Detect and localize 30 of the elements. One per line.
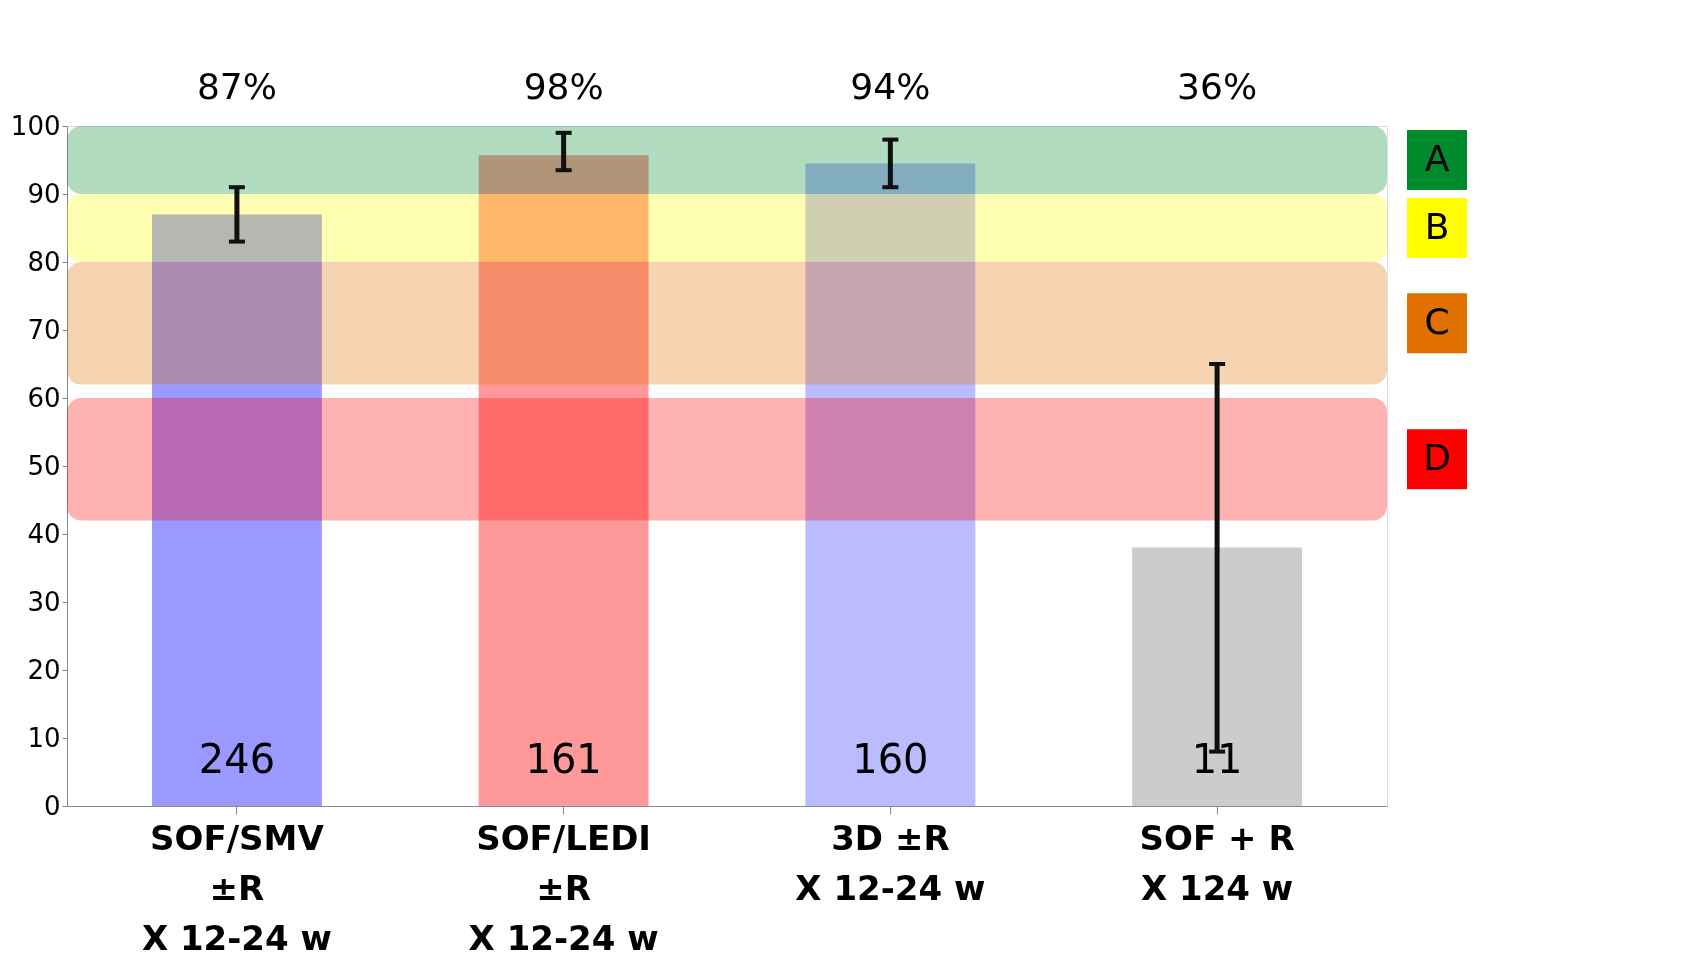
y-tick-label: 100 xyxy=(10,110,61,141)
x-tick-label: SOF + R X 124 w xyxy=(1139,817,1295,908)
x-tick-label: SOF/LEDI ±R X 12-24 w xyxy=(468,817,659,958)
text: 94% xyxy=(850,66,931,107)
bar xyxy=(151,214,322,806)
annotation: 246 xyxy=(198,736,276,782)
bar xyxy=(805,163,976,806)
y-tick-label: 90 xyxy=(27,178,61,209)
x-tick-label: 3D ±R X 12-24 w xyxy=(795,817,986,908)
y-tick-label: 20 xyxy=(27,654,61,685)
annotation: 161 xyxy=(525,736,602,782)
y-tick-label: 50 xyxy=(27,450,61,481)
annotation: 11 xyxy=(1191,736,1243,782)
y-tick-label: 70 xyxy=(27,314,61,345)
y-tick-label: 30 xyxy=(27,586,61,617)
text: 87% xyxy=(196,66,277,107)
annotation: 160 xyxy=(852,736,929,782)
y-tick-label: 40 xyxy=(27,518,61,549)
band-label: D xyxy=(1423,437,1451,479)
y-tick-label: 60 xyxy=(27,382,61,413)
band-label: C xyxy=(1424,301,1450,343)
y-tick-label: 80 xyxy=(27,246,61,277)
band-label: A xyxy=(1424,138,1450,179)
text: 98% xyxy=(523,66,604,107)
y-tick-label: 0 xyxy=(43,790,61,821)
band-label: B xyxy=(1424,206,1450,247)
y-tick-label: 10 xyxy=(27,722,61,753)
text: 36% xyxy=(1177,66,1258,107)
bar xyxy=(478,155,649,806)
x-tick-label: SOF/SMV ±R X 12-24 w xyxy=(141,817,332,958)
